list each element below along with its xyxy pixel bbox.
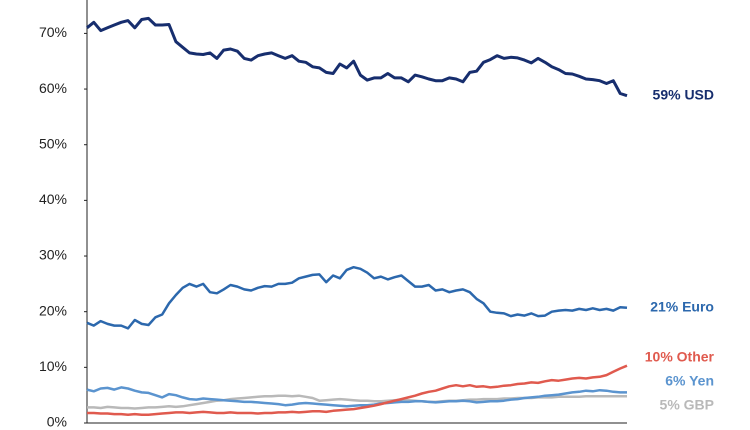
legend-label: 5% GBP (660, 397, 714, 413)
y-tick-label: 0% (47, 414, 67, 430)
legend-label: 59% USD (653, 86, 714, 102)
series-line (86, 265, 628, 330)
series-line (86, 386, 627, 408)
y-tick-label: 50% (39, 135, 67, 151)
y-tick-label: 30% (39, 247, 67, 263)
y-tick-label: 20% (39, 302, 67, 318)
y-tick-label: 60% (39, 80, 67, 96)
legend-label: 10% Other (645, 349, 715, 365)
y-tick-label: 40% (39, 191, 67, 207)
y-tick-label: 70% (39, 24, 67, 40)
legend-label: 6% Yen (665, 373, 714, 389)
y-tick-label: 10% (39, 358, 67, 374)
legend-label: 21% Euro (650, 298, 714, 314)
series-line (87, 364, 628, 416)
series-line (86, 16, 628, 98)
